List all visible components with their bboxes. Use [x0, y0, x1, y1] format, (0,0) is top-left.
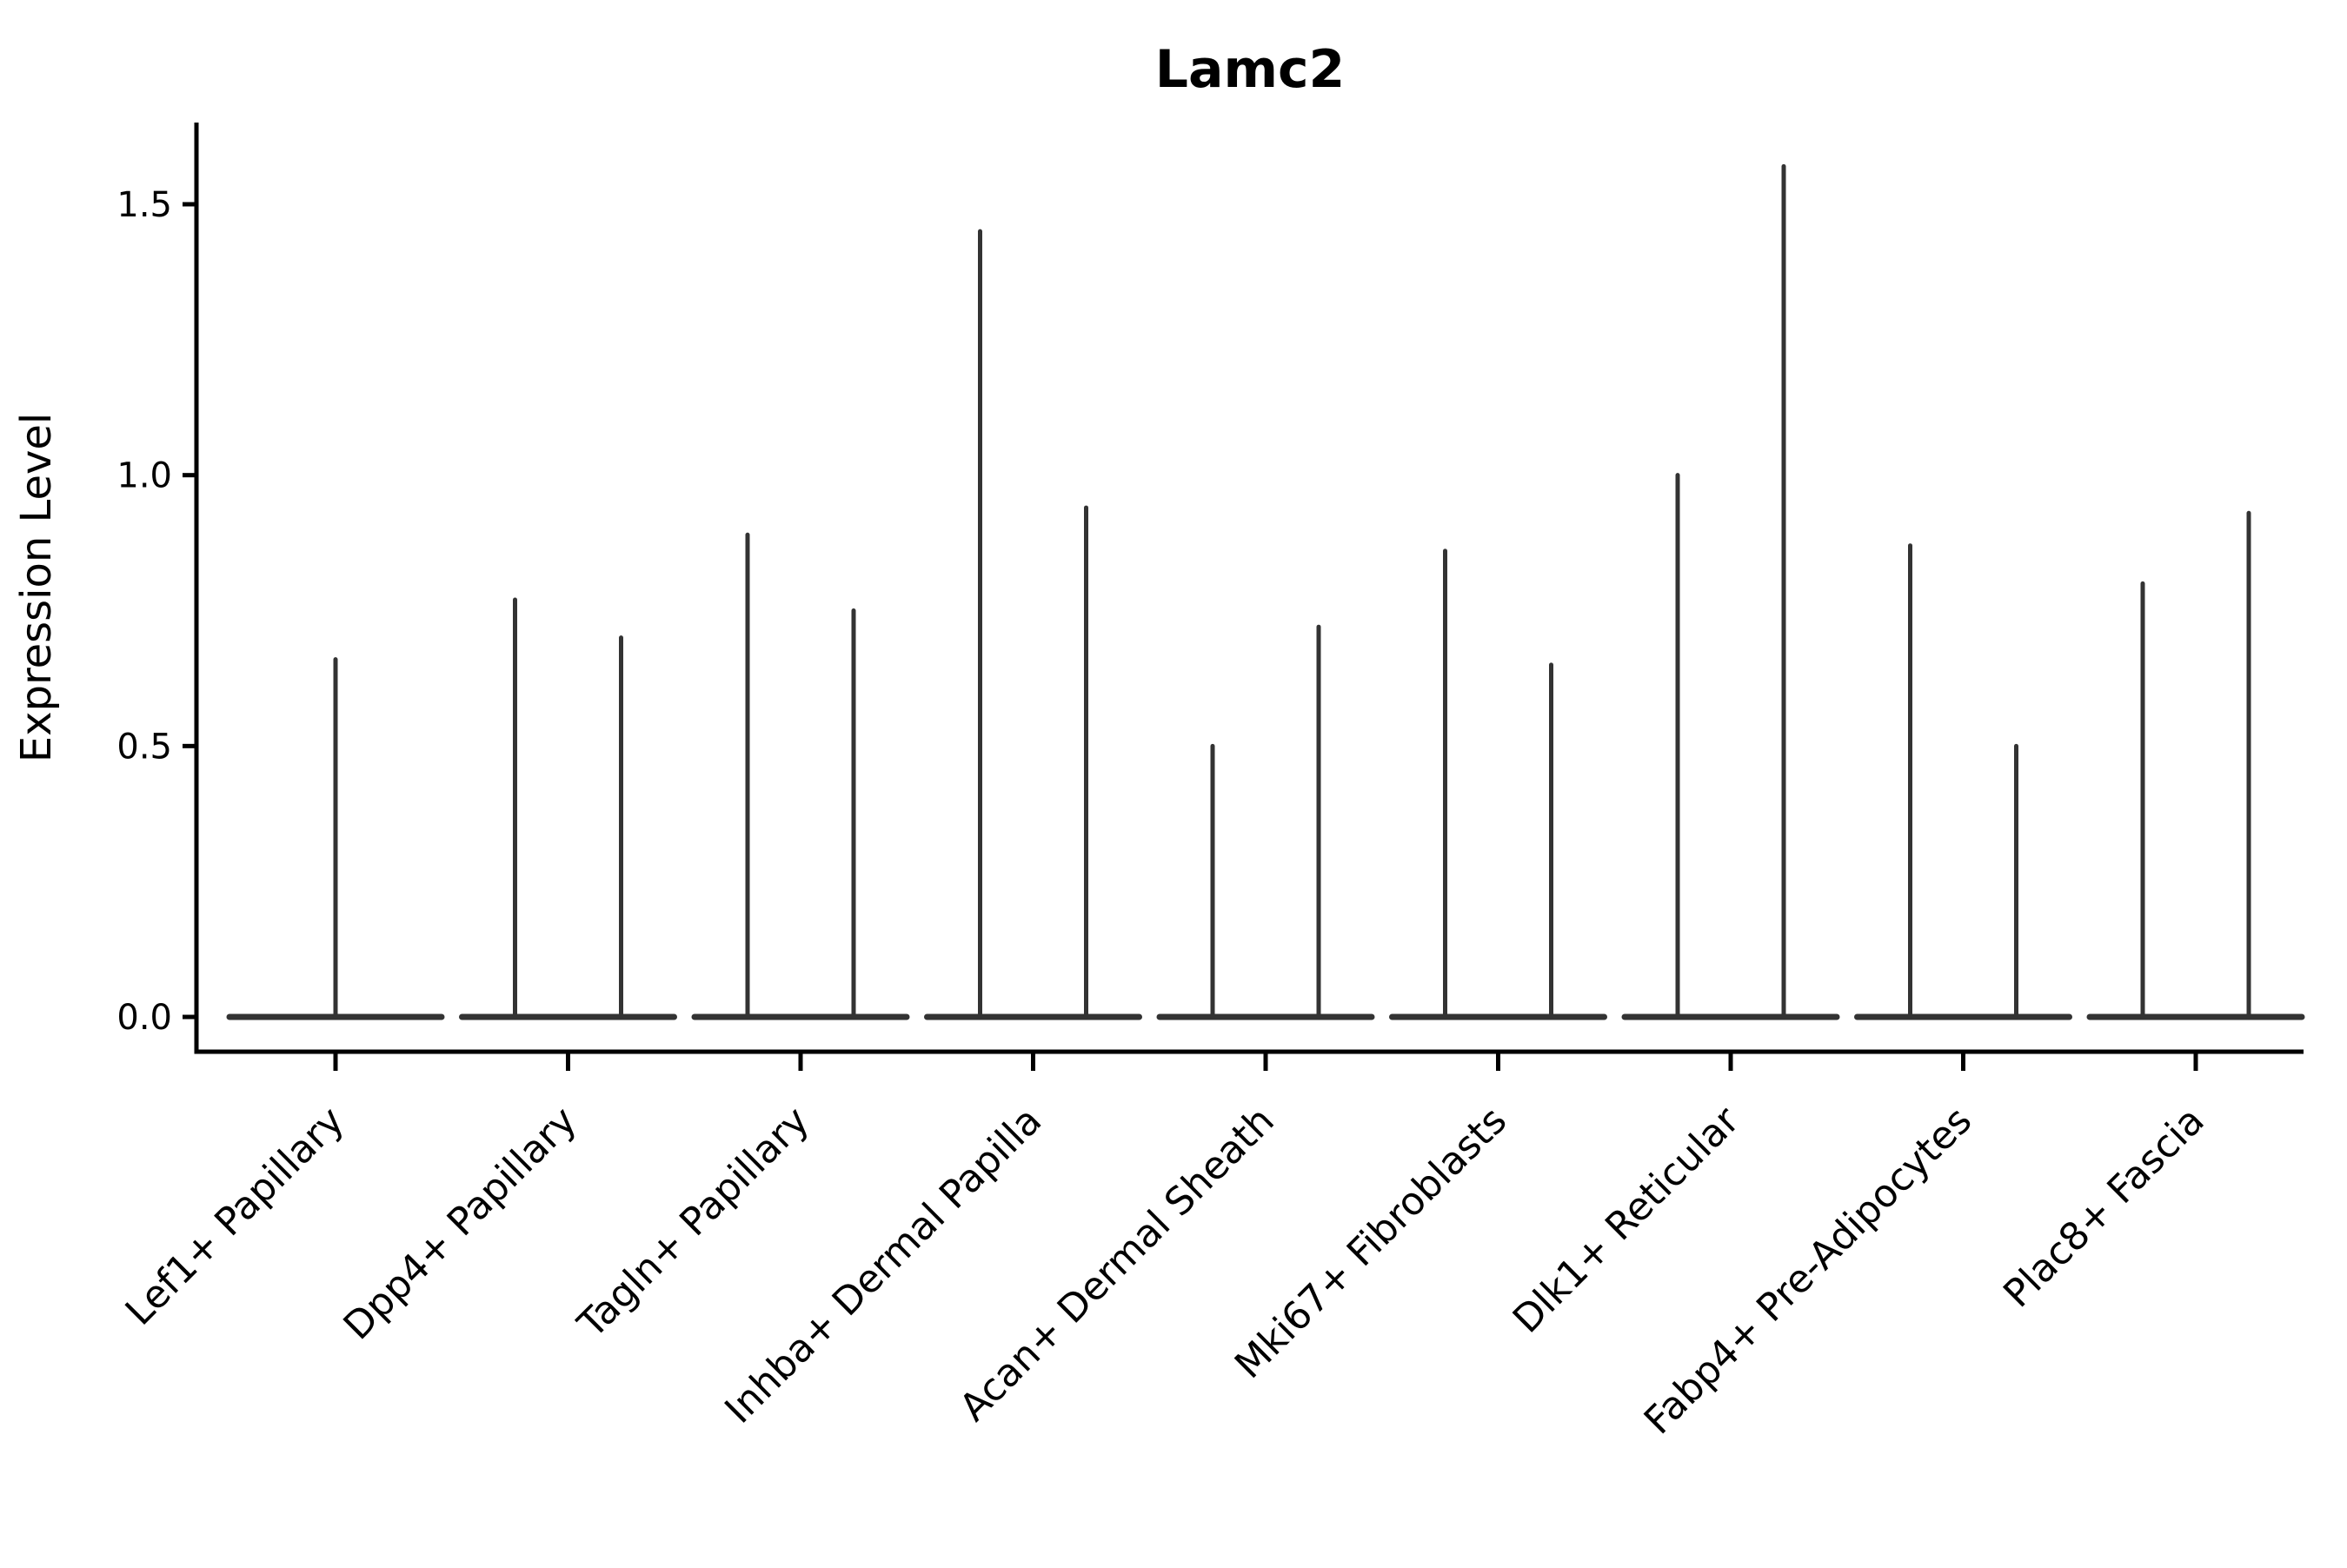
y-tick-label: 0.0: [116, 998, 172, 1038]
chart-title: Lamc2: [1155, 39, 1346, 100]
violins-layer: [226, 163, 2305, 1020]
y-axis-label: Expression Level: [12, 413, 61, 763]
y-tick-label: 1.5: [116, 185, 172, 225]
y-tick-label: 0.5: [116, 727, 172, 767]
y-tick-label: 1.0: [116, 456, 172, 496]
axes-layer: [183, 123, 2304, 1071]
